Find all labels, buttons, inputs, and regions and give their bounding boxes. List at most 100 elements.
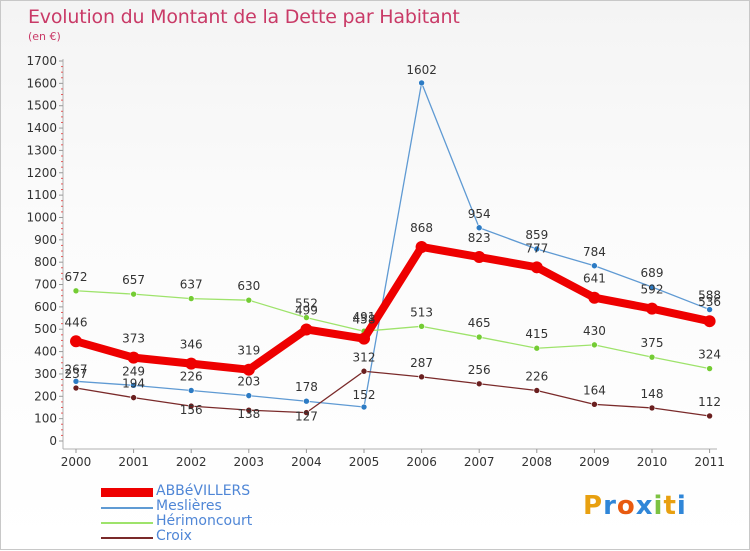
data-point-croix (533, 387, 541, 394)
data-label-meslires: 588 (698, 289, 721, 303)
data-label-hrimoncourt: 375 (641, 336, 664, 350)
data-label-croix: 237 (65, 367, 88, 381)
y-tick-label: 1100 (26, 188, 57, 202)
data-label-meslires: 152 (353, 388, 376, 402)
data-point-croix (72, 384, 80, 392)
data-label-croix: 287 (410, 356, 433, 370)
proxiti-logo: Proxiti (583, 491, 687, 521)
data-label-hrimoncourt: 415 (525, 327, 548, 341)
x-tick-label: 2011 (694, 455, 725, 469)
data-point-abbvillers (415, 240, 428, 253)
y-tick-label: 1000 (26, 210, 57, 224)
data-label-hrimoncourt: 324 (698, 348, 721, 362)
data-point-croix (130, 394, 137, 401)
data-label-meslires: 249 (122, 364, 145, 378)
x-tick-label: 2007 (464, 455, 495, 469)
x-tick-label: 2004 (291, 455, 322, 469)
data-point-abbvillers (646, 302, 658, 315)
data-point-hrimoncourt (591, 341, 598, 349)
data-label-croix: 138 (237, 407, 260, 421)
data-point-abbvillers (473, 251, 486, 264)
data-point-meslires (360, 403, 368, 411)
data-label-meslires: 267 (65, 362, 88, 376)
data-label-hrimoncourt: 630 (237, 279, 260, 293)
series-line-abbvillers (72, 242, 714, 374)
y-tick-label: 200 (34, 389, 57, 403)
x-tick-label: 2003 (234, 455, 265, 469)
data-label-meslires: 1602 (406, 63, 437, 77)
data-label-abbvillers: 373 (122, 332, 145, 346)
data-label-hrimoncourt: 491 (353, 310, 376, 324)
legend-label-abbevillers: ABBéVILLERS (156, 483, 251, 499)
data-label-meslires: 859 (525, 228, 548, 242)
y-tick-label: 1300 (26, 143, 57, 157)
data-point-meslires (475, 224, 483, 232)
legend-swatch-croix (101, 537, 153, 539)
data-label-croix: 156 (180, 403, 203, 417)
legend-swatch-meslieres (101, 507, 153, 509)
data-label-croix: 194 (122, 377, 145, 391)
data-point-croix (706, 412, 713, 420)
data-label-croix: 256 (468, 363, 491, 377)
y-tick-label: 1600 (26, 76, 57, 90)
data-point-meslires (72, 378, 80, 385)
data-label-croix: 148 (641, 387, 664, 401)
legend-label-meslieres: Meslières (156, 498, 222, 514)
y-tick-label: 800 (34, 255, 57, 269)
data-label-abbvillers: 446 (65, 315, 88, 329)
data-label-meslires: 784 (583, 245, 606, 259)
chart-data-labels: 267 249 226 203 178 152 1602 954 859 784 689 588 672… (65, 63, 722, 424)
data-point-meslires (533, 245, 541, 253)
data-point-croix (475, 380, 483, 388)
data-point-hrimoncourt (418, 323, 425, 330)
data-point-abbvillers (242, 363, 255, 376)
data-label-abbvillers: 868 (410, 221, 433, 235)
y-tick-label: 500 (34, 322, 57, 336)
data-point-croix (418, 373, 425, 381)
y-tick-label: 1500 (26, 99, 57, 113)
data-point-meslires (187, 387, 195, 394)
data-point-abbvillers (185, 357, 198, 370)
data-point-hrimoncourt (245, 296, 253, 304)
data-point-abbvillers (530, 261, 543, 274)
data-point-croix (245, 406, 253, 414)
data-label-meslires: 954 (468, 207, 491, 221)
data-point-croix (303, 409, 310, 416)
y-tick-label: 1700 (26, 54, 57, 68)
data-label-abbvillers: 536 (698, 295, 721, 309)
data-label-hrimoncourt: 430 (583, 324, 606, 338)
x-tick-label: 2008 (522, 455, 553, 469)
data-label-croix: 226 (525, 369, 548, 383)
data-point-abbvillers (358, 332, 370, 345)
y-tick-label: 1200 (26, 166, 57, 180)
y-tick-label: 900 (34, 233, 57, 247)
series-line-hrimoncourt (75, 290, 711, 370)
series-line-meslires (75, 82, 711, 408)
data-point-meslires (591, 262, 598, 270)
data-point-croix (648, 404, 656, 412)
data-point-abbvillers (300, 323, 313, 336)
data-label-abbvillers: 346 (180, 338, 203, 352)
x-tick-label: 2005 (349, 455, 380, 469)
data-label-croix: 312 (353, 350, 376, 364)
legend-label-herimoncourt: Hérimoncourt (156, 513, 253, 529)
data-point-hrimoncourt (706, 365, 713, 372)
chart-subtitle: (en €) (28, 30, 61, 43)
data-point-meslires (706, 306, 713, 313)
x-tick-label: 2006 (406, 455, 437, 469)
data-label-croix: 127 (295, 410, 318, 424)
data-label-meslires: 689 (641, 266, 664, 280)
data-label-hrimoncourt: 637 (180, 278, 203, 292)
y-tick-label: 0 (49, 434, 57, 448)
series-line-croix (75, 370, 711, 417)
data-point-meslires (245, 392, 253, 399)
chart-title: Evolution du Montant de la Dette par Hab… (28, 6, 460, 28)
data-label-abbvillers: 499 (295, 303, 318, 317)
data-label-croix: 164 (583, 383, 606, 397)
y-tick-label: 1400 (26, 121, 57, 135)
data-label-croix: 112 (698, 395, 721, 409)
data-label-hrimoncourt: 465 (468, 316, 491, 330)
x-tick-label: 2001 (118, 455, 149, 469)
data-label-meslires: 178 (295, 380, 318, 394)
y-tick-label: 400 (34, 345, 57, 359)
